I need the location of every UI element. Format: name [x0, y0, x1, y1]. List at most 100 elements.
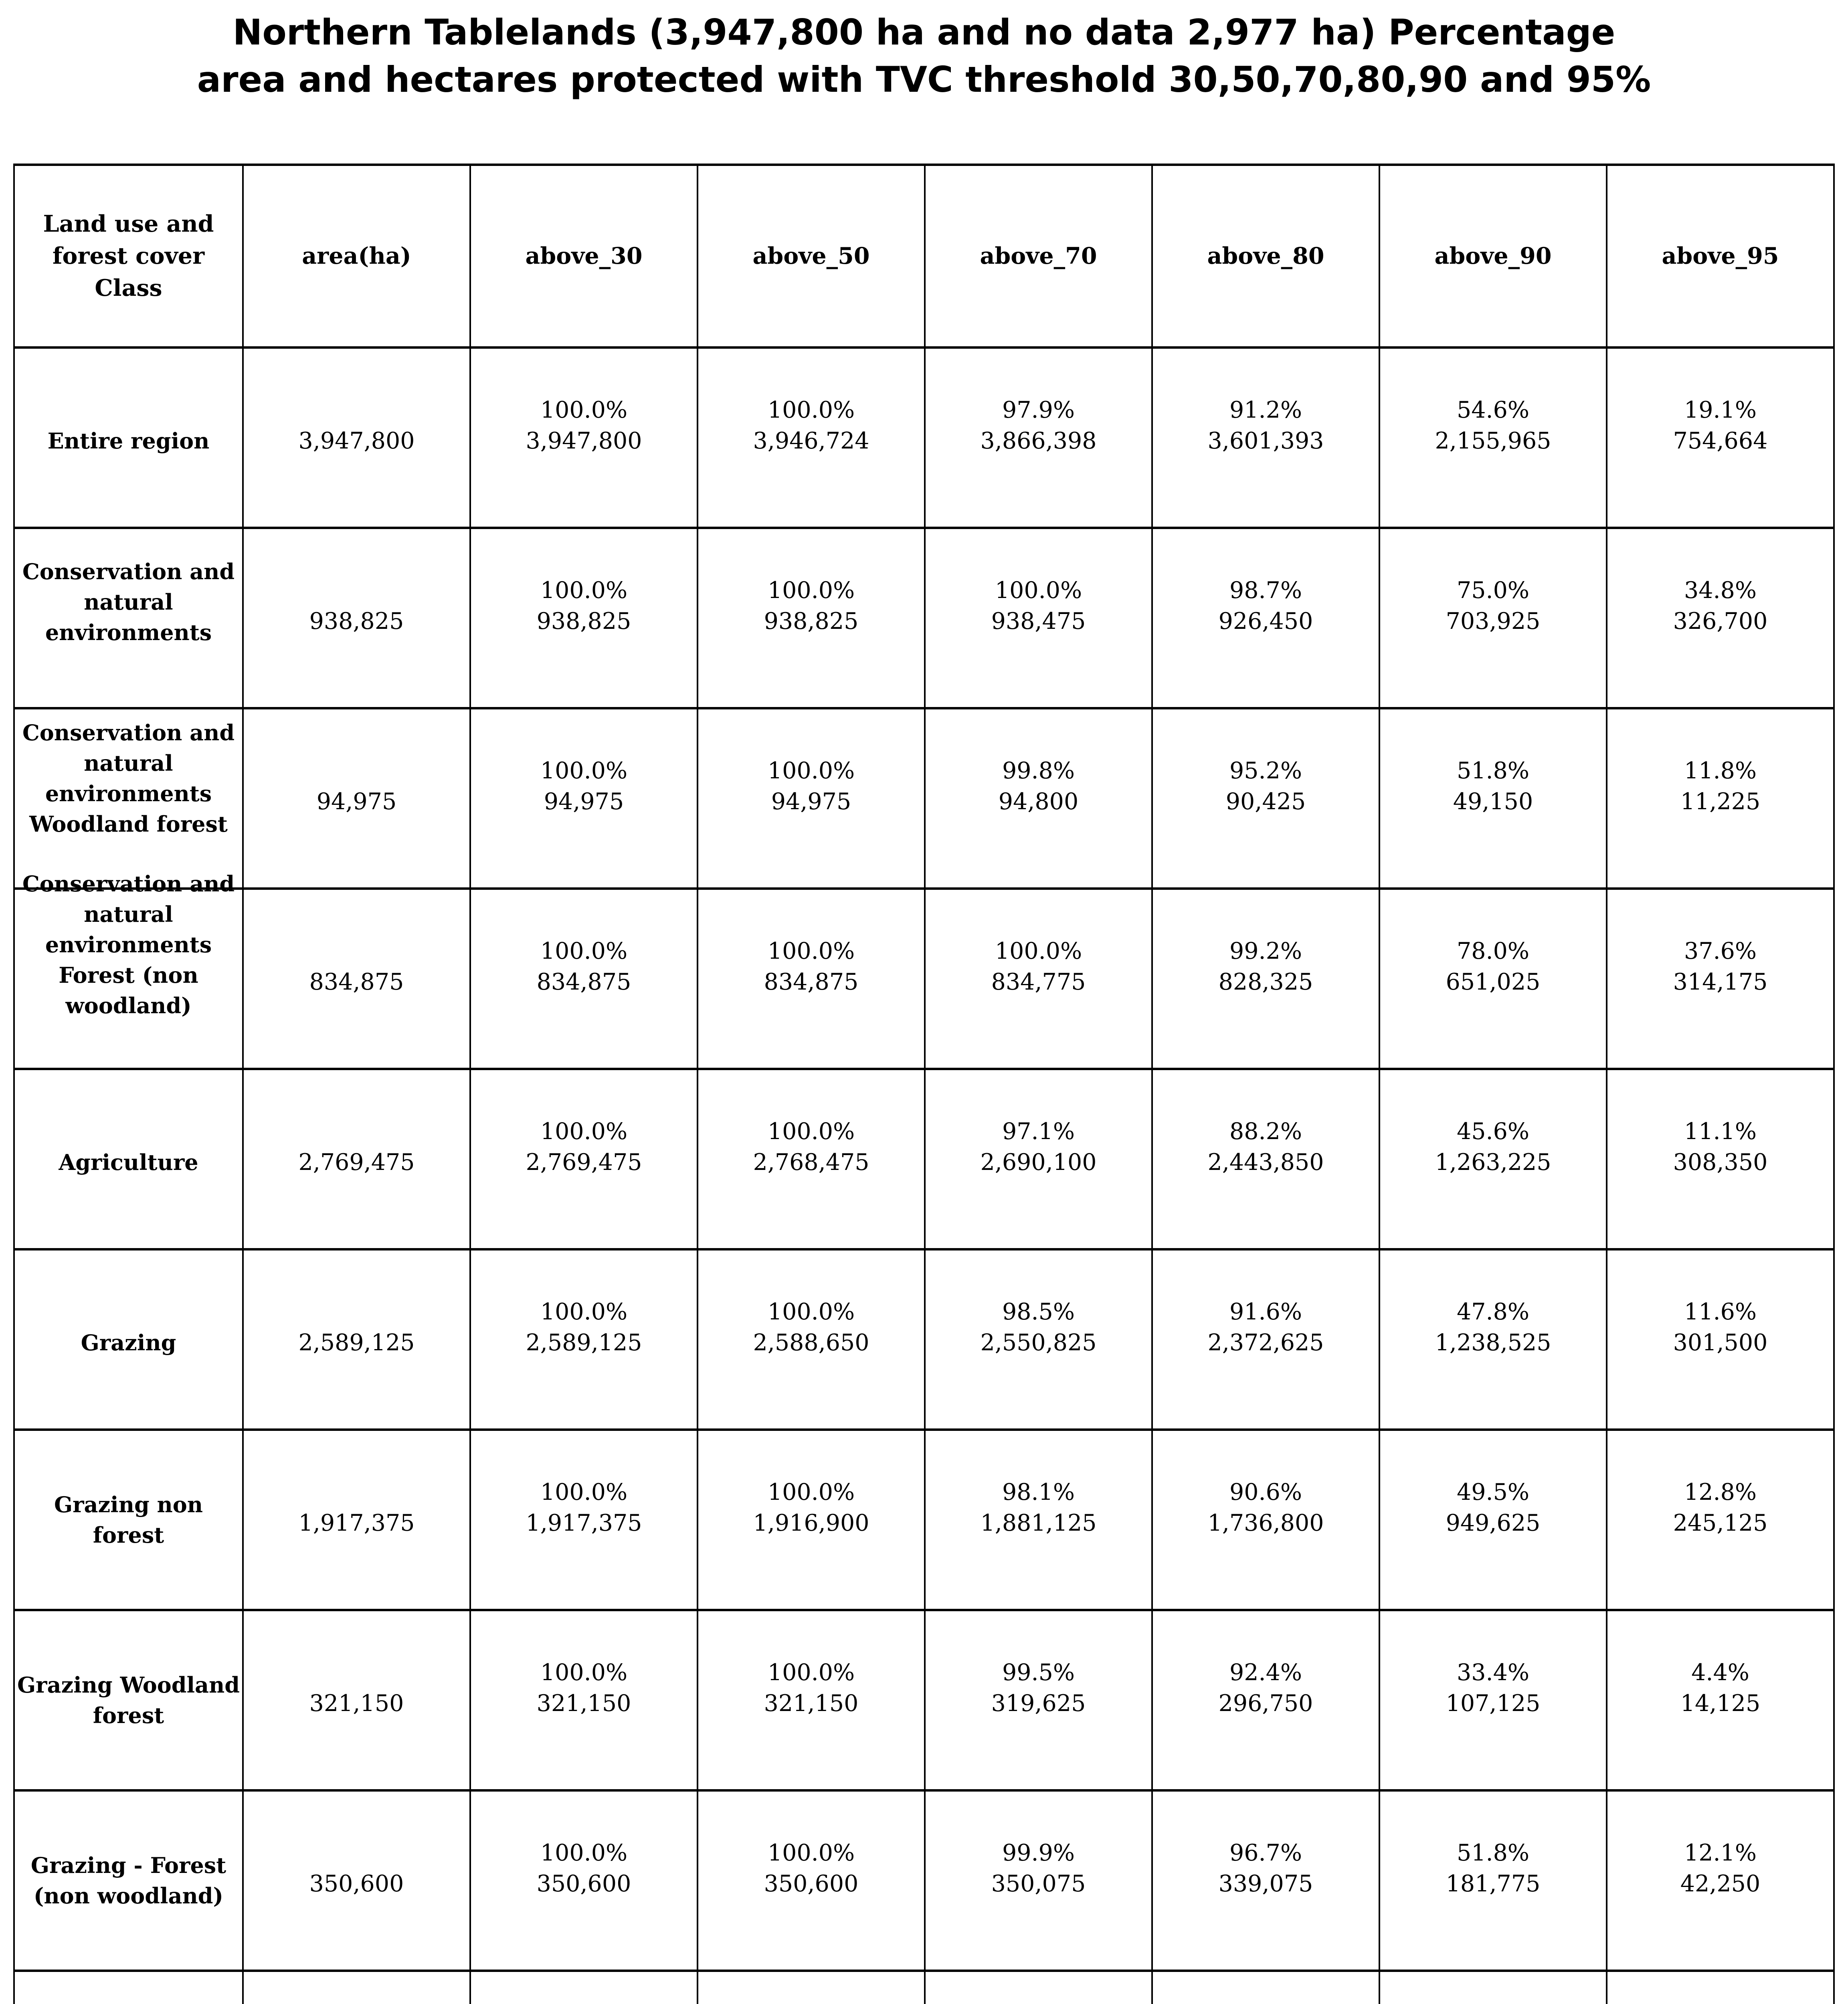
percent-value: 11.6% [1684, 1299, 1757, 1325]
hectares-value: 319,625 [991, 1690, 1086, 1717]
header-cell-above-80: above_80 [1151, 166, 1379, 346]
header-cell-above-50: above_50 [697, 166, 924, 346]
percent-value: 100.0% [540, 1299, 628, 1325]
table-row: Entire region 3,947,800 100.0% 3,947,800 … [15, 346, 1833, 527]
area-cell: 834,875 [242, 890, 469, 1068]
above-95-cell: 11.8% 11,225 [1606, 709, 1833, 887]
above-70-cell: 99.5% 319,625 [924, 1611, 1151, 1789]
hectares-value: 949,625 [1446, 1510, 1541, 1536]
hectares-value: 321,150 [764, 1690, 859, 1717]
above-70-cell: 100.0% 834,775 [924, 890, 1151, 1068]
percent-value: 54.6% [1456, 397, 1530, 423]
header-label: area(ha) [302, 242, 411, 269]
percent-value: 34.8% [1684, 577, 1757, 604]
percent-value: 11.8% [1684, 758, 1757, 784]
row-label-cell: Conservation and natural environments [15, 529, 242, 707]
hectares-value: 703,925 [1446, 608, 1541, 634]
above-90-cell: 47.8% 1,238,525 [1379, 1250, 1606, 1428]
above-50-cell: 100.0% 2,768,475 [697, 1070, 924, 1248]
above-30-cell: 100.0% 2,769,475 [469, 1070, 697, 1248]
above-95-cell: 34.8% 326,700 [1606, 529, 1833, 707]
header-label: above_30 [525, 242, 643, 269]
percent-value: 51.8% [1456, 1840, 1530, 1866]
hectares-value: 1,736,800 [1207, 1510, 1324, 1536]
above-95-cell: 19.1% 754,664 [1606, 349, 1833, 527]
percent-value: 100.0% [540, 577, 628, 604]
hectares-value: 2,443,850 [1207, 1149, 1324, 1176]
table-body: Entire region 3,947,800 100.0% 3,947,800 … [15, 346, 1833, 2004]
hectares-value: 42,250 [1680, 1871, 1761, 1897]
above-80-cell: 40.1%69,250 [1151, 1972, 1379, 2004]
above-50-cell: 100.0% 938,825 [697, 529, 924, 707]
area-cell: 172,625 [242, 1972, 469, 2004]
percent-value: 99.5% [1002, 1659, 1075, 1686]
percent-value: 78.0% [1456, 938, 1530, 964]
hectares-value: 2,589,125 [526, 1329, 642, 1356]
percent-value: 100.0% [540, 397, 628, 423]
hectares-value: 1,238,525 [1435, 1329, 1551, 1356]
percent-value: 51.8% [1456, 758, 1530, 784]
hectares-value: 94,975 [771, 788, 851, 815]
percent-value: 11.1% [1684, 1118, 1757, 1145]
percent-value: 100.0% [995, 938, 1082, 964]
above-70-cell: 98.1% 1,881,125 [924, 1431, 1151, 1609]
hectares-value: 1,881,125 [980, 1510, 1097, 1536]
area-cell: 1,917,375 [242, 1431, 469, 1609]
above-80-cell: 99.2% 828,325 [1151, 890, 1379, 1068]
table-row: Grazing Woodland forest 321,150 100.0% 32… [15, 1609, 1833, 1789]
above-70-cell: 99.8% 94,800 [924, 709, 1151, 887]
percent-value: 100.0% [540, 1479, 628, 1505]
header-cell-above-70: above_70 [924, 166, 1151, 346]
row-label-cell: Conservation and natural environments Fo… [15, 871, 242, 1068]
percent-value: 95.2% [1229, 758, 1302, 784]
row-label: Grazing Woodland forest [17, 1672, 240, 1728]
percent-value: 99.9% [1002, 1840, 1075, 1866]
hectares-value: 3,601,393 [1207, 428, 1324, 454]
above-30-cell: 100.0% 1,917,375 [469, 1431, 697, 1609]
percent-value: 100.0% [767, 1299, 855, 1325]
above-90-cell: 33.4% 107,125 [1379, 1611, 1606, 1789]
hectares-value: 3,946,724 [753, 428, 869, 454]
hectares-value: 308,350 [1673, 1149, 1768, 1176]
above-30-cell: 100.0% 321,150 [469, 1611, 697, 1789]
table-row: Agriculture 2,769,475 100.0% 2,769,475 10… [15, 1068, 1833, 1248]
percent-value: 12.1% [1684, 1840, 1757, 1866]
hectares-value: 2,690,100 [980, 1149, 1097, 1176]
above-90-cell: 75.0% 703,925 [1379, 529, 1606, 707]
above-50-cell: 100.0% 321,150 [697, 1611, 924, 1789]
hectares-value: 49,150 [1453, 788, 1533, 815]
area-value: 350,600 [309, 1870, 404, 1897]
above-70-cell: 98.5% 2,550,825 [924, 1250, 1151, 1428]
header-cell-above-95: above_95 [1606, 166, 1833, 346]
area-value: 3,947,800 [298, 427, 415, 454]
row-label: Conservation and natural environments Fo… [22, 871, 235, 1018]
hectares-value: 3,947,800 [526, 428, 642, 454]
row-label: Agriculture [59, 1149, 198, 1175]
percent-value: 100.0% [767, 577, 855, 604]
row-label: Grazing non forest [54, 1492, 203, 1548]
area-value: 2,589,125 [298, 1329, 415, 1356]
above-95-cell: 3.9%6,800 [1606, 1972, 1833, 2004]
percent-value: 96.7% [1229, 1840, 1302, 1866]
header-cell-above-90: above_90 [1379, 166, 1606, 346]
percent-value: 98.5% [1002, 1299, 1075, 1325]
above-50-cell: 100.0% 94,975 [697, 709, 924, 887]
header-cell-above-30: above_30 [469, 166, 697, 346]
above-95-cell: 12.1% 42,250 [1606, 1792, 1833, 1970]
above-80-cell: 91.6% 2,372,625 [1151, 1250, 1379, 1428]
percent-value: 100.0% [767, 397, 855, 423]
above-80-cell: 95.2% 90,425 [1151, 709, 1379, 887]
hectares-value: 938,825 [536, 608, 631, 634]
hectares-value: 2,588,650 [753, 1329, 869, 1356]
hectares-value: 245,125 [1673, 1510, 1768, 1536]
percent-value: 100.0% [767, 1659, 855, 1686]
hectares-value: 834,875 [536, 969, 631, 995]
area-cell: 938,825 [242, 529, 469, 707]
above-50-cell: 100.0% 350,600 [697, 1792, 924, 1970]
above-90-cell: 49.5% 949,625 [1379, 1431, 1606, 1609]
above-95-cell: 37.6% 314,175 [1606, 890, 1833, 1068]
row-label: Entire region [47, 428, 210, 454]
hectares-value: 350,075 [991, 1871, 1086, 1897]
area-cell: 2,769,475 [242, 1070, 469, 1248]
above-30-cell: 100.0% 3,947,800 [469, 349, 697, 527]
